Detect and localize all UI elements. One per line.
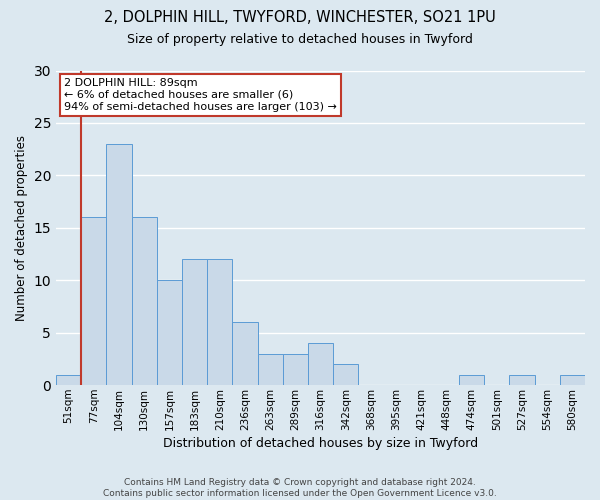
Bar: [232, 322, 257, 385]
Bar: [131, 218, 157, 385]
Y-axis label: Number of detached properties: Number of detached properties: [15, 135, 28, 321]
Text: Contains HM Land Registry data © Crown copyright and database right 2024.
Contai: Contains HM Land Registry data © Crown c…: [103, 478, 497, 498]
Bar: [157, 280, 182, 385]
Bar: [207, 260, 232, 385]
Bar: [333, 364, 358, 385]
Bar: [283, 354, 308, 385]
Bar: [106, 144, 131, 385]
X-axis label: Distribution of detached houses by size in Twyford: Distribution of detached houses by size …: [163, 437, 478, 450]
Text: 2 DOLPHIN HILL: 89sqm
← 6% of detached houses are smaller (6)
94% of semi-detach: 2 DOLPHIN HILL: 89sqm ← 6% of detached h…: [64, 78, 337, 112]
Bar: [560, 374, 585, 385]
Bar: [182, 260, 207, 385]
Bar: [257, 354, 283, 385]
Bar: [459, 374, 484, 385]
Text: 2, DOLPHIN HILL, TWYFORD, WINCHESTER, SO21 1PU: 2, DOLPHIN HILL, TWYFORD, WINCHESTER, SO…: [104, 10, 496, 25]
Bar: [509, 374, 535, 385]
Bar: [81, 218, 106, 385]
Bar: [56, 374, 81, 385]
Bar: [308, 343, 333, 385]
Text: Size of property relative to detached houses in Twyford: Size of property relative to detached ho…: [127, 32, 473, 46]
